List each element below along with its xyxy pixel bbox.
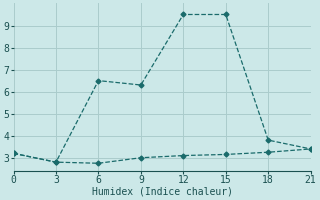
X-axis label: Humidex (Indice chaleur): Humidex (Indice chaleur): [92, 187, 233, 197]
